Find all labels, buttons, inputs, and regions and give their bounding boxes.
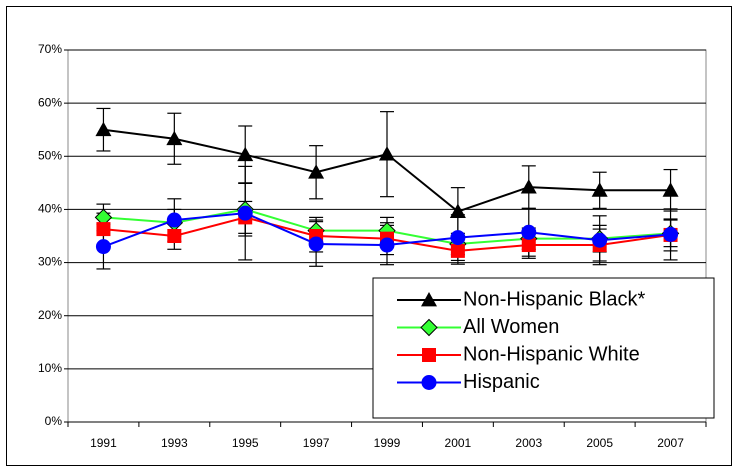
y-tick-label: 30%: [38, 255, 62, 269]
marker: [379, 237, 395, 253]
legend-label: All Women: [463, 316, 559, 338]
x-tick-label: 2001: [445, 436, 472, 450]
marker: [521, 238, 536, 253]
marker: [521, 224, 537, 240]
marker: [421, 375, 437, 390]
x-tick-label: 1993: [161, 436, 188, 450]
y-tick-label: 20%: [38, 308, 62, 322]
marker: [237, 146, 254, 162]
y-tick-label: 10%: [38, 361, 62, 375]
marker: [166, 130, 183, 146]
marker: [450, 230, 466, 246]
x-tick-label: 2005: [586, 436, 613, 450]
marker: [520, 179, 537, 194]
marker: [167, 229, 182, 243]
marker: [662, 182, 679, 197]
marker: [663, 226, 679, 242]
marker: [592, 232, 608, 248]
x-tick-label: 1997: [303, 436, 330, 450]
marker: [308, 236, 324, 252]
y-tick-label: 70%: [38, 42, 62, 56]
marker: [449, 203, 466, 218]
marker: [96, 222, 111, 237]
x-tick-label: 2007: [657, 436, 684, 450]
legend-label: Non-Hispanic Black*: [463, 288, 646, 310]
marker: [166, 212, 182, 228]
marker: [420, 318, 438, 337]
y-tick-label: 60%: [38, 95, 62, 109]
x-tick-label: 1995: [232, 436, 259, 450]
y-tick-label: 0%: [45, 414, 63, 428]
y-tick-label: 40%: [38, 202, 62, 216]
marker: [591, 182, 608, 197]
x-tick-label: 1991: [90, 436, 117, 450]
marker: [422, 348, 436, 362]
legend-label: Non-Hispanic White: [463, 343, 640, 365]
y-tick-label: 50%: [38, 148, 62, 162]
marker: [450, 243, 465, 258]
marker: [237, 205, 253, 221]
marker: [95, 121, 112, 137]
x-tick-label: 1999: [374, 436, 401, 450]
marker: [379, 146, 395, 161]
marker: [308, 164, 325, 179]
marker: [421, 292, 437, 307]
x-tick-label: 2003: [515, 436, 542, 450]
legend-label: Hispanic: [463, 371, 540, 393]
marker: [95, 239, 111, 255]
